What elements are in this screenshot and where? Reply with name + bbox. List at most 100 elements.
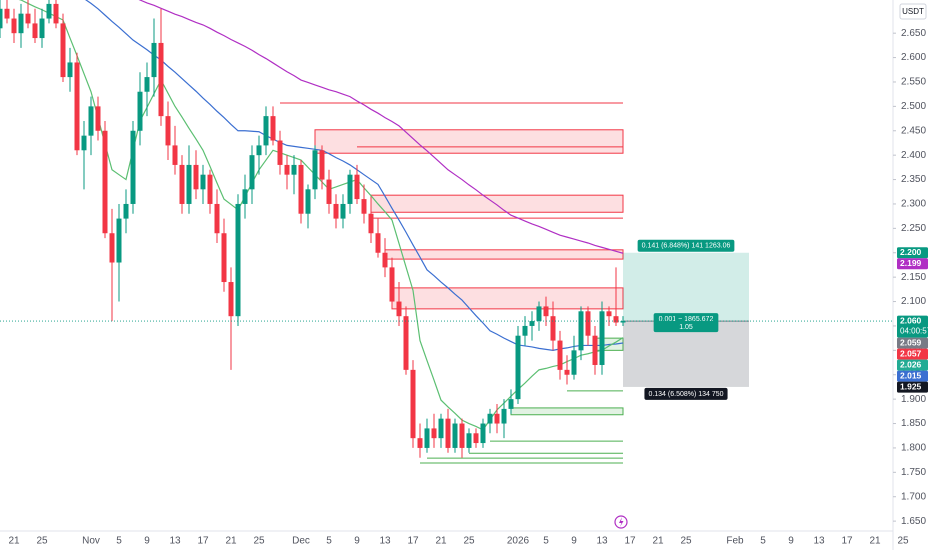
x-tick-label: 25 <box>36 536 48 547</box>
candle-body <box>18 13 24 34</box>
candle-body <box>46 3 52 19</box>
candle-body <box>424 428 430 448</box>
candle-body <box>228 282 234 317</box>
price-badge <box>897 315 928 338</box>
x-tick-label: 21 <box>652 536 664 547</box>
x-tick-label: 9 <box>571 536 577 547</box>
x-tick-label: 21 <box>435 536 447 547</box>
candle-body <box>599 311 605 365</box>
y-tick-label: 1.700 <box>901 491 926 502</box>
candle-body <box>249 155 255 190</box>
candle-body <box>326 179 332 204</box>
currency-box[interactable] <box>899 3 927 20</box>
ratio-label: 1.05 <box>679 324 693 331</box>
target-label-bg <box>637 239 735 252</box>
alert-icon[interactable] <box>614 515 628 529</box>
x-tick-label: 13 <box>379 536 391 547</box>
candle-body <box>536 306 542 322</box>
candle-body <box>151 42 157 78</box>
candle-body <box>501 408 507 424</box>
x-tick-label: 25 <box>253 536 265 547</box>
y-tick-label: 2.500 <box>901 101 926 112</box>
candle-body <box>557 340 563 370</box>
candle-body <box>585 311 591 336</box>
x-tick-label: 17 <box>197 536 209 547</box>
y-tick-label: 2.100 <box>901 296 926 307</box>
y-tick-label: 2.450 <box>901 125 926 136</box>
y-tick-label: 2.350 <box>901 174 926 185</box>
candle-body <box>445 418 451 448</box>
candle-body <box>522 325 528 336</box>
candle-body <box>200 174 206 190</box>
candle-body <box>361 199 367 214</box>
candle-body <box>235 203 241 317</box>
price-badge <box>897 258 928 270</box>
moving-average <box>138 0 624 254</box>
candle-body <box>123 203 129 219</box>
x-tick-label: 13 <box>813 536 825 547</box>
candle-body <box>221 233 227 283</box>
x-tick-label: 9 <box>144 536 150 547</box>
x-tick-label: 5 <box>760 536 766 547</box>
price-badge-label: 2.015 <box>900 370 922 380</box>
price-badge-label: 2.060 <box>900 315 922 325</box>
candle-body <box>452 423 458 448</box>
price-badge <box>897 370 928 382</box>
x-tick-label: 2026 <box>507 536 530 547</box>
candle-body <box>102 130 108 234</box>
price-badge-label: 2.199 <box>900 258 922 268</box>
candle-body <box>410 369 416 439</box>
candle-body <box>214 203 220 234</box>
candle-body <box>473 433 479 444</box>
price-badge <box>897 359 928 371</box>
candle-body <box>270 116 276 141</box>
candle-body <box>480 423 486 444</box>
candle-body <box>137 91 143 131</box>
candle-body <box>382 252 388 268</box>
x-tick-label: 25 <box>463 536 475 547</box>
candle-body <box>613 316 619 323</box>
candle-body <box>529 321 535 326</box>
candle-body <box>431 428 437 439</box>
y-tick-label: 2.300 <box>901 199 926 210</box>
price-badge-label: 2.059 <box>900 337 922 347</box>
price-badge <box>897 381 928 393</box>
candle-body <box>298 164 304 214</box>
x-tick-label: Feb <box>726 536 744 547</box>
candle-body <box>39 18 45 39</box>
x-tick-label: 17 <box>624 536 636 547</box>
candle-body <box>578 311 584 351</box>
candle-body <box>284 164 290 175</box>
candle-body <box>256 145 262 156</box>
candle-body <box>263 116 269 146</box>
candle-body <box>25 13 31 24</box>
candle-body <box>515 335 521 400</box>
price-badge-label: 1.925 <box>900 381 922 391</box>
target-zone <box>623 252 749 322</box>
price-badge <box>897 348 928 360</box>
y-tick-label: 1.750 <box>901 467 926 478</box>
x-tick-label: 9 <box>788 536 794 547</box>
x-tick-label: 5 <box>326 536 332 547</box>
zone <box>391 287 624 310</box>
zone <box>510 407 624 416</box>
price-badge <box>897 337 928 349</box>
y-tick-label: 1.900 <box>901 394 926 405</box>
y-tick-label: 2.550 <box>901 77 926 88</box>
x-tick-label: Nov <box>82 536 100 547</box>
candle-body <box>592 335 598 365</box>
y-tick-label: 1.850 <box>901 418 926 429</box>
candle-body <box>487 413 493 424</box>
axes[interactable]: 1.6501.7001.7501.8001.8501.9001.9502.000… <box>8 28 931 547</box>
candle-body <box>4 8 10 19</box>
candle-body <box>305 189 311 214</box>
candle-body <box>277 140 283 165</box>
candle-body <box>81 135 87 151</box>
candle-body <box>67 62 73 78</box>
candle-body <box>564 369 570 375</box>
y-tick-label: 2.250 <box>901 223 926 234</box>
currency-label: USDT <box>902 7 924 16</box>
candle-body <box>53 3 59 24</box>
candle-body <box>438 418 444 439</box>
